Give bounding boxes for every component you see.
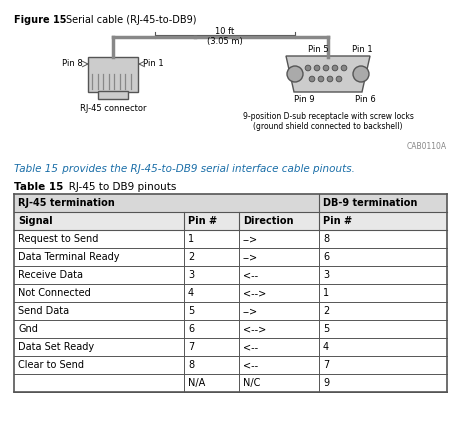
Text: <-->: <--> <box>243 324 266 334</box>
Text: RJ-45 connector: RJ-45 connector <box>80 104 146 113</box>
Text: -->: --> <box>243 252 258 262</box>
Circle shape <box>318 76 324 82</box>
Text: DB-9 termination: DB-9 termination <box>323 198 417 208</box>
Circle shape <box>305 65 311 71</box>
Text: 9: 9 <box>323 378 329 388</box>
Text: <--: <-- <box>243 342 258 352</box>
Circle shape <box>287 66 303 82</box>
Text: CAB0110A: CAB0110A <box>407 142 447 151</box>
Text: Pin 1: Pin 1 <box>352 45 372 54</box>
Text: 6: 6 <box>323 252 329 262</box>
FancyBboxPatch shape <box>88 57 138 92</box>
Text: RJ-45 termination: RJ-45 termination <box>18 198 115 208</box>
Text: provides the RJ-45-to-DB9 serial interface cable pinouts.: provides the RJ-45-to-DB9 serial interfa… <box>59 164 355 174</box>
Text: 5: 5 <box>188 306 194 316</box>
FancyBboxPatch shape <box>14 212 447 230</box>
Text: 10 ft
(3.05 m): 10 ft (3.05 m) <box>207 27 243 46</box>
Text: Figure 15: Figure 15 <box>14 15 66 25</box>
FancyBboxPatch shape <box>98 91 128 99</box>
Text: Table 15: Table 15 <box>14 164 58 174</box>
Text: Pin 1: Pin 1 <box>143 59 164 68</box>
Text: 4: 4 <box>188 288 194 298</box>
FancyBboxPatch shape <box>14 194 447 212</box>
Text: N/A: N/A <box>188 378 205 388</box>
Text: 8: 8 <box>188 360 194 370</box>
Text: 3: 3 <box>323 270 329 280</box>
Text: <--: <-- <box>243 270 258 280</box>
Text: Data Terminal Ready: Data Terminal Ready <box>18 252 119 262</box>
Circle shape <box>336 76 342 82</box>
Text: Data Set Ready: Data Set Ready <box>18 342 94 352</box>
Text: Table 15: Table 15 <box>14 182 63 192</box>
Text: 1: 1 <box>323 288 329 298</box>
Text: 7: 7 <box>323 360 329 370</box>
Circle shape <box>323 65 329 71</box>
Text: Pin #: Pin # <box>323 216 352 226</box>
Text: Pin 8: Pin 8 <box>62 59 83 68</box>
Text: 1: 1 <box>188 234 194 244</box>
Text: Request to Send: Request to Send <box>18 234 98 244</box>
Text: <--: <-- <box>243 360 258 370</box>
Text: N/C: N/C <box>243 378 260 388</box>
Text: Clear to Send: Clear to Send <box>18 360 84 370</box>
Text: Pin #: Pin # <box>188 216 217 226</box>
Text: 6: 6 <box>188 324 194 334</box>
Text: Pin 6: Pin 6 <box>355 95 376 104</box>
Circle shape <box>309 76 315 82</box>
Text: 4: 4 <box>323 342 329 352</box>
Text: <-->: <--> <box>243 288 266 298</box>
Text: 2: 2 <box>188 252 194 262</box>
Text: Signal: Signal <box>18 216 53 226</box>
Text: Direction: Direction <box>243 216 294 226</box>
Text: 2: 2 <box>323 306 329 316</box>
Text: RJ-45 to DB9 pinouts: RJ-45 to DB9 pinouts <box>59 182 177 192</box>
Text: Send Data: Send Data <box>18 306 69 316</box>
Text: Receive Data: Receive Data <box>18 270 83 280</box>
Text: Pin 5: Pin 5 <box>308 45 329 54</box>
Text: -->: --> <box>243 234 258 244</box>
Text: 3: 3 <box>188 270 194 280</box>
Text: Serial cable (RJ-45-to-DB9): Serial cable (RJ-45-to-DB9) <box>66 15 196 25</box>
Circle shape <box>353 66 369 82</box>
Text: 8: 8 <box>323 234 329 244</box>
Text: 9-position D-sub receptacle with screw locks
(ground shield connected to backshe: 9-position D-sub receptacle with screw l… <box>242 112 414 131</box>
Text: Gnd: Gnd <box>18 324 38 334</box>
Text: Pin 9: Pin 9 <box>294 95 314 104</box>
Circle shape <box>327 76 333 82</box>
Text: 7: 7 <box>188 342 194 352</box>
Circle shape <box>314 65 320 71</box>
Text: 5: 5 <box>323 324 329 334</box>
Text: -->: --> <box>243 306 258 316</box>
Polygon shape <box>286 56 370 92</box>
Circle shape <box>341 65 347 71</box>
Circle shape <box>332 65 338 71</box>
Text: Not Connected: Not Connected <box>18 288 91 298</box>
